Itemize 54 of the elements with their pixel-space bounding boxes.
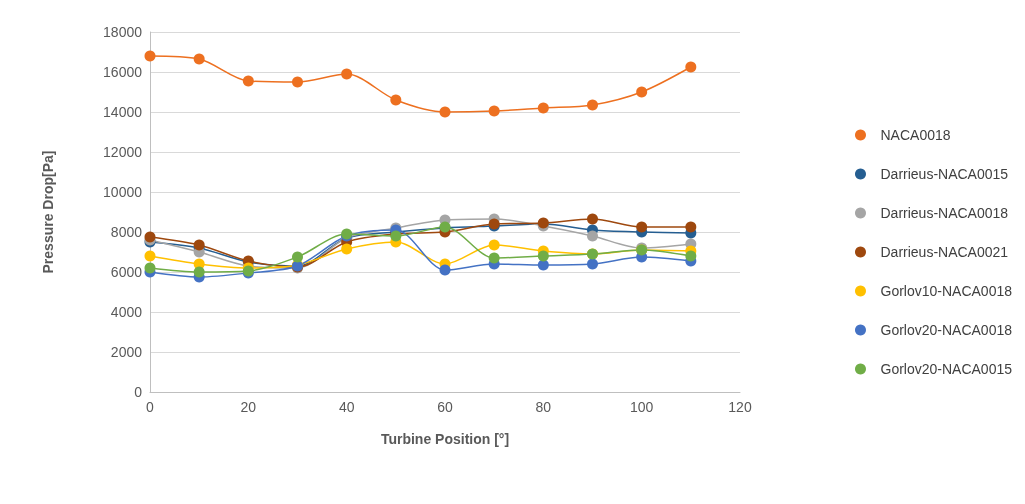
y-tick-label: 4000: [110, 304, 143, 320]
point: [193, 53, 205, 65]
y-tick-label: 16000: [103, 64, 143, 80]
y-tick-label: 8000: [110, 224, 143, 240]
point: [587, 230, 598, 242]
point: [341, 243, 353, 255]
y-tick-label: 6000: [110, 264, 143, 280]
y-tick-label: 2000: [110, 344, 143, 360]
x-tick-label: 120: [728, 399, 752, 415]
point: [242, 75, 254, 87]
point: [488, 239, 500, 251]
point: [587, 213, 598, 225]
legend-label: Darrieus-NACA0021: [880, 244, 1009, 260]
point: [685, 221, 697, 233]
point: [587, 99, 598, 111]
x-tick-label: 40: [338, 399, 355, 415]
point: [193, 266, 205, 278]
point: [390, 94, 402, 106]
point: [488, 252, 500, 264]
point: [537, 259, 549, 271]
legend-label: Gorlov20-NACA0018: [880, 322, 1013, 338]
x-tick-label: 80: [535, 399, 552, 415]
point: [587, 258, 598, 270]
point: [685, 61, 697, 73]
point: [685, 250, 697, 262]
legend-label: Gorlov20-NACA0015: [880, 361, 1013, 377]
y-tick-label: 14000: [103, 104, 143, 120]
x-tick-label: 100: [629, 399, 654, 415]
x-tick-label: 60: [437, 399, 453, 415]
legend-label: NACA0018: [880, 127, 951, 143]
y-tick-label: 0: [134, 384, 143, 400]
y-tick-label: 18000: [103, 24, 143, 40]
point: [636, 86, 648, 98]
point: [292, 76, 303, 88]
x-axis-title: Turbine Position [°]: [380, 431, 510, 447]
point: [636, 221, 648, 233]
point: [439, 264, 451, 276]
legend-label: Darrieus-NACA0015: [880, 166, 1009, 182]
point: [292, 251, 303, 263]
point: [488, 105, 500, 117]
point: [144, 262, 156, 274]
y-tick-label: 10000: [103, 184, 143, 200]
point: [341, 68, 353, 80]
legend-label: Gorlov10-NACA0018: [880, 283, 1013, 299]
point: [439, 106, 451, 118]
point: [537, 102, 549, 114]
y-axis-title: Pressure Drop[Pa]: [40, 150, 56, 274]
y-tick-label: 12000: [103, 144, 143, 160]
x-tick-label: 0: [146, 399, 155, 415]
x-tick-label: 20: [240, 399, 257, 415]
point: [537, 250, 549, 262]
legend-label: Darrieus-NACA0018: [880, 205, 1009, 221]
point: [144, 250, 156, 262]
point: [144, 50, 156, 62]
